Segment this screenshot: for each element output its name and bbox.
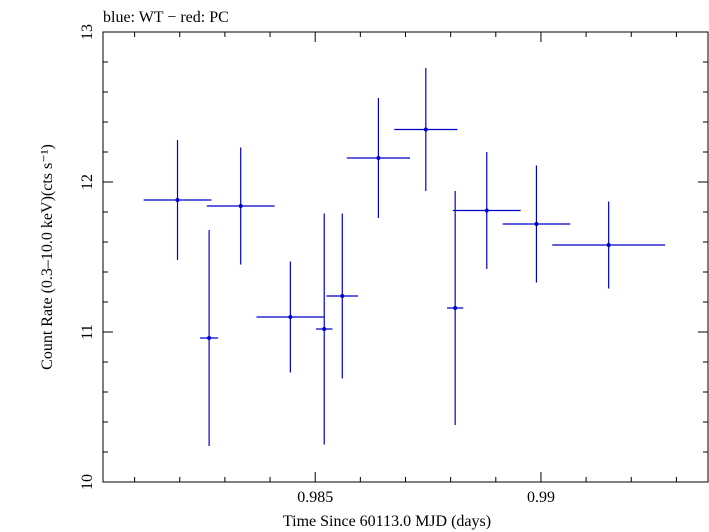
plot-frame [102, 31, 709, 483]
data-point [238, 204, 243, 208]
y-tick-label: 10 [79, 474, 96, 490]
y-tick-label: 13 [79, 24, 96, 40]
data-point [288, 315, 293, 319]
x-tick-label: 0.985 [297, 489, 333, 506]
data-point [484, 208, 489, 213]
axis-ticks [103, 31, 708, 483]
data-series-wt [143, 68, 666, 446]
data-point [340, 294, 345, 298]
data-point [453, 306, 458, 310]
data-point [606, 243, 611, 247]
data-point [207, 336, 212, 340]
data-point [376, 156, 381, 160]
data-point [175, 198, 180, 202]
y-tick-label: 12 [79, 174, 96, 190]
y-tick-label: 11 [79, 324, 96, 339]
x-tick-label: 0.99 [527, 489, 555, 506]
x-axis-label: Time Since 60113.0 MJD (days) [283, 513, 491, 530]
y-axis-label: Count Rate (0.3–10.0 keV)(cts s⁻¹) [39, 144, 56, 370]
axis-tick-labels: 10 11 12 13 0.985 0.99 [79, 24, 555, 506]
data-point [322, 327, 327, 331]
data-point [534, 222, 539, 226]
data-point [423, 127, 428, 132]
chart-title: blue: WT − red: PC [103, 9, 229, 26]
